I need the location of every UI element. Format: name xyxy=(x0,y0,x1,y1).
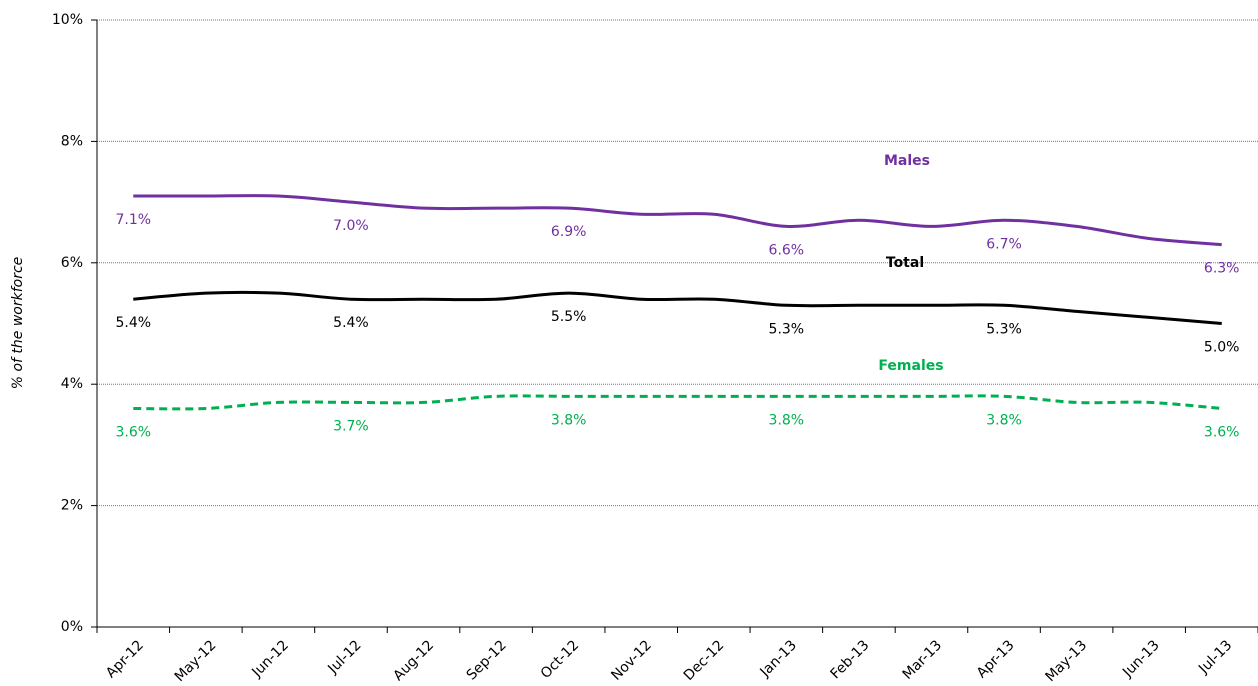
x-tick-label: Oct-12 xyxy=(538,637,583,682)
x-tick-label: Jun-12 xyxy=(248,637,292,681)
y-tick-label: 4% xyxy=(61,376,83,392)
x-tick-label: Aug-12 xyxy=(390,637,437,684)
data-label: 5.4% xyxy=(333,315,369,331)
x-tick-label: Nov-12 xyxy=(608,637,655,684)
data-label: 5.4% xyxy=(115,315,151,331)
data-label: 3.8% xyxy=(769,412,805,428)
x-tick-label: Dec-12 xyxy=(681,637,728,684)
y-tick-label: 0% xyxy=(61,619,83,635)
x-tick-label: Jul-12 xyxy=(324,637,364,677)
data-label: 3.8% xyxy=(551,412,587,428)
data-label: 6.7% xyxy=(986,236,1022,252)
data-label: 5.3% xyxy=(986,321,1022,337)
y-tick-label: 6% xyxy=(61,255,83,271)
x-tick-label: May-12 xyxy=(172,637,220,685)
series-line xyxy=(133,290,1222,325)
data-label: 5.0% xyxy=(1204,340,1240,356)
series-name: Males xyxy=(884,153,930,169)
data-label: 6.3% xyxy=(1204,261,1240,277)
data-label: 3.7% xyxy=(333,418,369,434)
data-label: 7.0% xyxy=(333,218,369,234)
series-name: Females xyxy=(878,358,943,374)
y-tick-label: 8% xyxy=(61,133,83,149)
data-label: 3.6% xyxy=(115,424,151,440)
data-label: 7.1% xyxy=(115,212,151,228)
x-tick-label: Jun-13 xyxy=(1119,637,1163,681)
x-tick-label: Feb-13 xyxy=(828,637,873,682)
data-label: 5.5% xyxy=(551,309,587,325)
x-tick-label: Apr-13 xyxy=(974,637,1018,681)
data-label: 6.9% xyxy=(551,224,587,240)
x-tick-label: Jul-13 xyxy=(1195,637,1235,677)
data-label: 5.3% xyxy=(769,321,805,337)
data-label: 6.6% xyxy=(769,242,805,258)
data-label: 3.6% xyxy=(1204,424,1240,440)
series-name: Total xyxy=(886,255,924,271)
x-tick-label: Mar-13 xyxy=(900,637,946,683)
series-line xyxy=(133,194,1222,247)
x-tick-label: Apr-12 xyxy=(103,637,147,681)
data-label: 3.8% xyxy=(986,412,1022,428)
x-tick-label: May-13 xyxy=(1042,637,1090,685)
x-tick-label: Sep-12 xyxy=(464,637,510,683)
y-axis-label: % of the workforce xyxy=(10,257,26,390)
y-tick-label: 2% xyxy=(61,498,83,514)
x-tick-label: Jan-13 xyxy=(757,637,800,680)
y-tick-label: 10% xyxy=(52,12,83,28)
series-line xyxy=(133,394,1222,411)
